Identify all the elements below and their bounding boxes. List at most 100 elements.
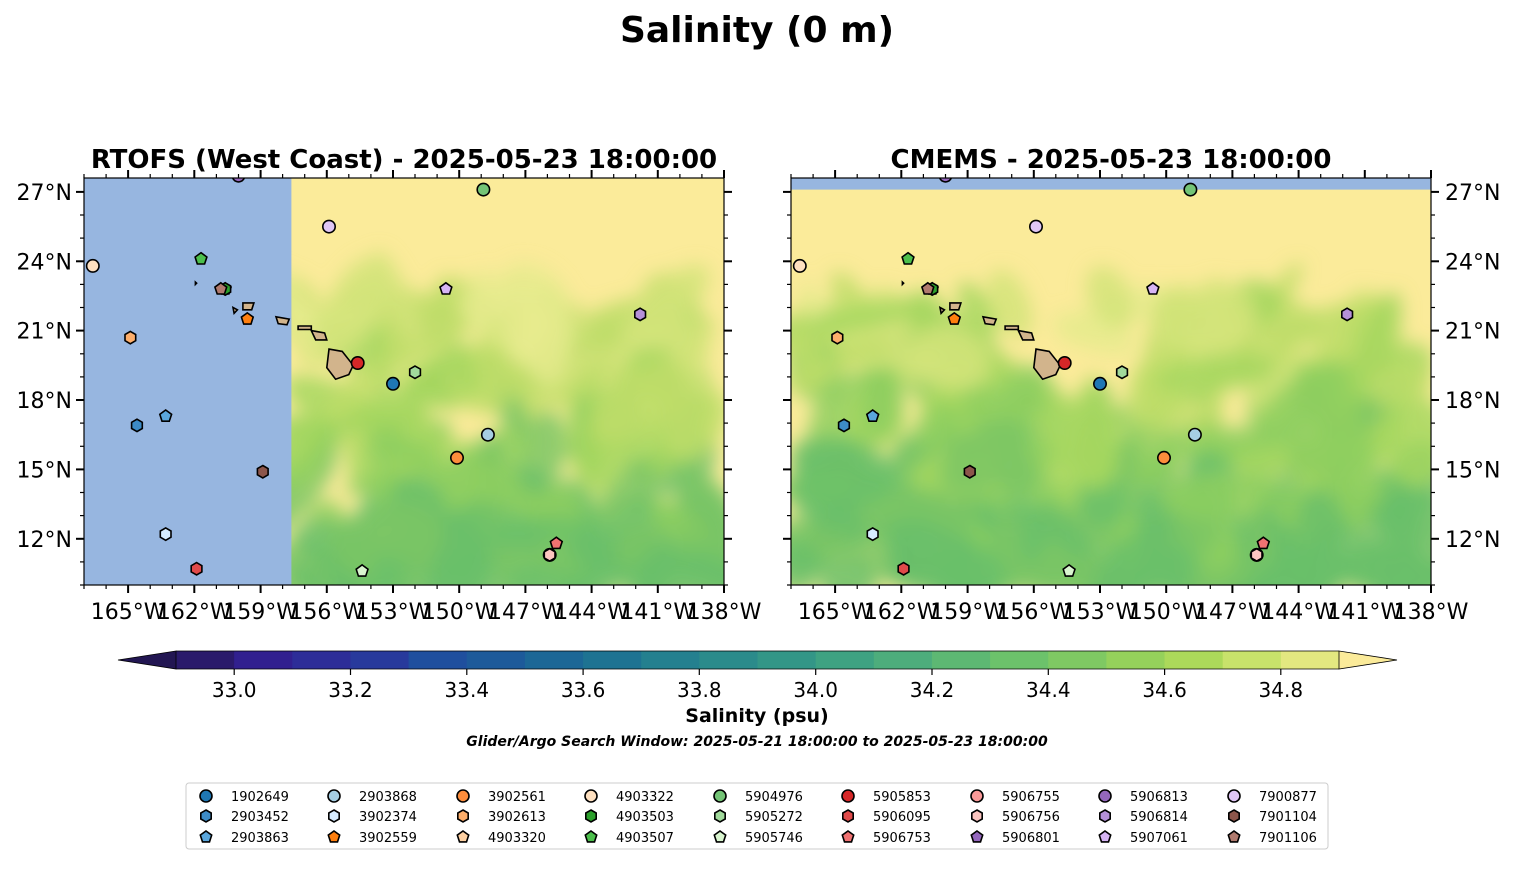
colorbar-outline [176, 650, 1339, 670]
float-5904976-marker [476, 182, 491, 197]
colorbar-segment [757, 651, 817, 669]
salinity-contour-patch [450, 457, 527, 506]
rtofs-map-frame [83, 177, 725, 586]
legend-marker-2903863 [199, 830, 213, 843]
colorbar-tick-label: 33.0 [212, 678, 257, 702]
legend-marker-7900877 [1227, 789, 1241, 803]
legend-label-5905746: 5905746 [745, 831, 803, 846]
y-tick-label: 27°N [17, 181, 72, 206]
salinity-contour-patch [1089, 532, 1157, 585]
float-2903452-marker [837, 418, 851, 433]
salinity-contour-patch [1349, 292, 1402, 400]
salinity-contour-patch [994, 379, 1047, 417]
legend-label-5905272: 5905272 [745, 810, 803, 825]
salinity-contour-patch [1160, 473, 1277, 521]
salinity-contour-patch [1156, 353, 1278, 394]
legend-marker-2903868 [327, 789, 341, 803]
cmems-map-frame [790, 177, 1432, 586]
legend-label-4903320: 4903320 [488, 831, 546, 846]
float-5905746-marker [355, 563, 369, 577]
salinity-contour-patch [679, 550, 724, 585]
salinity-contour-patch [791, 469, 861, 533]
island-molokai [297, 325, 313, 331]
float-3902613-marker [124, 330, 137, 345]
legend-marker-5906755 [970, 789, 984, 803]
y-tick-label: 24°N [17, 250, 72, 275]
legend-label-1902649: 1902649 [231, 790, 289, 805]
salinity-contour-patch [791, 536, 830, 578]
salinity-contour-patch [1050, 518, 1093, 558]
colorbar-extend-min [117, 650, 177, 670]
float-2903868-marker [480, 427, 495, 442]
colorbar-segment [583, 651, 642, 669]
salinity-contour-patch [374, 250, 422, 346]
island-nihoa [194, 280, 198, 287]
colorbar-segment [350, 651, 410, 669]
colorbar-tick-label: 33.4 [445, 678, 490, 702]
y-tick-label: 15°N [17, 458, 72, 483]
salinity-contour-patch [1367, 364, 1431, 408]
colorbar-segment [408, 651, 468, 669]
legend-label-7900877: 7900877 [1259, 790, 1317, 805]
salinity-contour-patch [423, 275, 457, 359]
island-oahu [274, 315, 291, 326]
colorbar-segment [873, 651, 933, 669]
legend-marker-5904976 [713, 789, 727, 803]
float-4903507-marker [194, 251, 208, 265]
legend-marker-4903322 [584, 789, 598, 803]
legend-marker-5906756 [971, 809, 983, 823]
float-5906753-marker [549, 536, 564, 550]
colorbar-segment [1048, 651, 1107, 669]
legend-marker-5906753 [841, 830, 855, 843]
x-tick-label: 150°W [422, 600, 497, 625]
island-niihau [231, 306, 239, 315]
x-tick-label: 159°W [930, 600, 1005, 625]
colorbar-tick-label: 34.2 [910, 678, 955, 702]
legend-marker-4903507 [584, 830, 598, 843]
float-3902374-marker [866, 526, 879, 542]
x-tick-label: 162°W [157, 600, 232, 625]
legend-label-2903452: 2903452 [231, 810, 289, 825]
island-niihau [938, 306, 946, 315]
salinity-contour-patch [936, 548, 1005, 585]
colorbar-tick-label: 34.4 [1026, 678, 1071, 702]
x-tick-label: 138°W [687, 600, 762, 625]
float-7900877-marker [321, 219, 336, 234]
float-7901106-marker [920, 281, 935, 295]
legend-label-3902613: 3902613 [488, 810, 546, 825]
float-5905272-marker [408, 365, 422, 380]
legend-label-5906755: 5906755 [1002, 790, 1060, 805]
panel-title-cmems: CMEMS - 2025-05-23 18:00:00 [891, 145, 1332, 175]
salinity-contour-patch [1288, 363, 1365, 476]
salinity-contour-patch [1274, 299, 1393, 337]
colorbar-segment [1280, 651, 1340, 669]
x-tick-label: 165°W [798, 600, 873, 625]
float-4903507-marker [901, 251, 915, 265]
float-2903863-marker [865, 409, 880, 422]
salinity-contour-patch [1344, 542, 1390, 585]
salinity-contour-patch [632, 544, 683, 585]
colorbar-segment [234, 651, 293, 669]
float-7900877-marker [1029, 219, 1044, 234]
y-tick-label: 27°N [1445, 181, 1500, 206]
float-5907061-marker [1146, 281, 1160, 295]
legend-label-5906095: 5906095 [873, 810, 931, 825]
colorbar-segment [641, 651, 700, 669]
float-4903322-marker [792, 258, 807, 273]
legend-label-2903863: 2903863 [231, 831, 289, 846]
legend-label-5904976: 5904976 [745, 790, 803, 805]
float-3902559-marker [240, 311, 255, 325]
salinity-contour-patch [600, 457, 655, 526]
salinity-contour-patch [798, 299, 923, 334]
float-5905746-marker [1062, 563, 1076, 577]
float-1902649-marker [1093, 376, 1108, 391]
x-tick-label: 141°W [620, 600, 695, 625]
salinity-contour-patch [382, 433, 459, 486]
float-3902374-marker [159, 526, 172, 542]
legend-label-3902374: 3902374 [359, 810, 417, 825]
salinity-contour-patch [323, 357, 390, 422]
salinity-contour-patch [368, 500, 444, 563]
island-hawaii [325, 348, 355, 381]
legend-marker-5905272 [714, 809, 726, 823]
legend-label-5907061: 5907061 [1130, 831, 1188, 846]
